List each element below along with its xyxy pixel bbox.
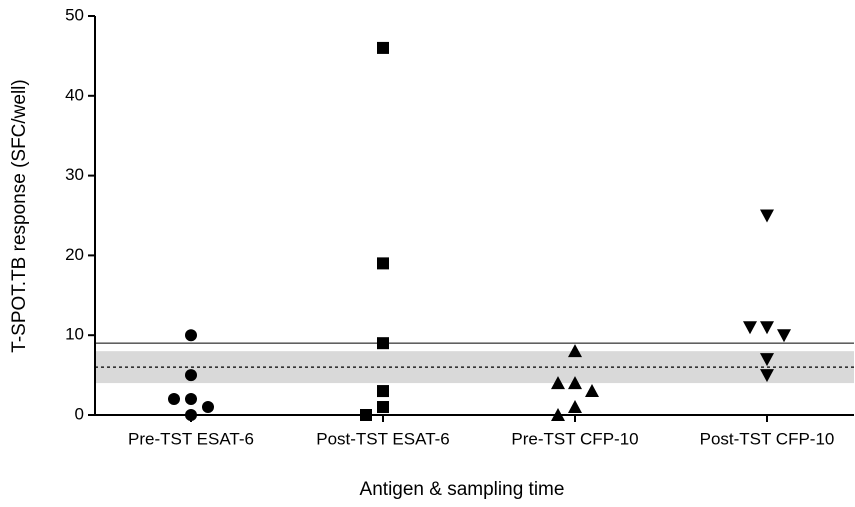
point [185,329,197,342]
x-axis-title: Antigen & sampling time [360,479,565,500]
point [185,369,197,382]
point [760,209,774,223]
point [551,376,565,390]
point [377,337,389,350]
point [377,401,389,414]
point [360,409,372,421]
point [760,369,774,383]
x-tick-label: Post-TST CFP-10 [700,429,835,448]
x-tick-label: Pre-TST CFP-10 [511,429,638,448]
point [377,257,389,270]
point [202,401,214,414]
point [551,408,565,421]
y-tick-label: 0 [75,404,84,423]
x-tick-label: Pre-TST ESAT-6 [128,429,254,448]
y-tick-label: 40 [65,85,84,104]
point [568,344,582,358]
point [585,384,599,398]
x-tick-label: Post-TST ESAT-6 [316,429,450,448]
point [760,353,774,367]
point [377,41,389,54]
y-axis-title: T-SPOT.TB response (SFC/well) [9,79,30,352]
y-tick-label: 10 [65,325,84,344]
point [377,385,389,398]
point [568,400,582,414]
y-tick-label: 30 [65,165,84,184]
y-tick-label: 50 [65,5,84,24]
y-tick-label: 20 [65,245,84,264]
point [568,376,582,390]
point [185,393,197,406]
point [168,393,180,406]
point [760,321,774,335]
point [777,329,791,343]
point [743,321,757,335]
point [185,409,197,421]
